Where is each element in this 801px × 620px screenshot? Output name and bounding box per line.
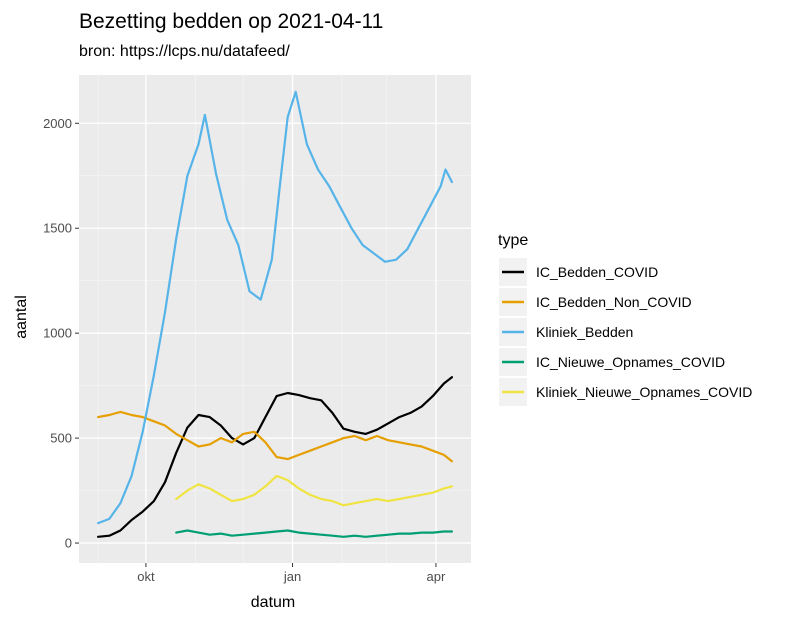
y-tick-label: 2000 xyxy=(43,116,72,131)
legend-label: IC_Nieuwe_Opnames_COVID xyxy=(536,354,725,370)
legend-item: Kliniek_Bedden xyxy=(499,318,633,346)
plot-panel xyxy=(79,75,471,563)
legend-item: IC_Nieuwe_Opnames_COVID xyxy=(499,348,725,376)
legend-label: Kliniek_Nieuwe_Opnames_COVID xyxy=(536,384,752,400)
legend-item: IC_Bedden_Non_COVID xyxy=(499,288,692,316)
legend: type IC_Bedden_COVID IC_Bedden_Non_COVID K… xyxy=(497,232,787,406)
legend-item: Kliniek_Nieuwe_Opnames_COVID xyxy=(499,378,752,406)
y-axis: 0 500 1000 1500 2000 xyxy=(43,116,79,551)
legend-label: IC_Bedden_COVID xyxy=(536,264,658,280)
series-line-ic-bedden-covid xyxy=(96,376,453,538)
x-axis-title: datum xyxy=(251,594,295,611)
mouse-cursor-icon xyxy=(0,0,14,12)
legend-label: Kliniek_Bedden xyxy=(536,324,633,340)
panel-background xyxy=(79,75,471,563)
y-tick-label: 0 xyxy=(65,536,72,551)
x-tick-label: jan xyxy=(283,569,301,584)
x-tick-label: okt xyxy=(137,569,155,584)
y-tick-label: 500 xyxy=(50,431,72,446)
x-axis: okt jan apr xyxy=(137,563,446,584)
legend-item: IC_Bedden_COVID xyxy=(499,258,658,286)
y-tick-label: 1500 xyxy=(43,221,72,236)
chart-subtitle: bron: https://lcps.nu/datafeed/ xyxy=(79,43,290,60)
y-axis-title: aantal xyxy=(13,295,30,339)
legend-label: IC_Bedden_Non_COVID xyxy=(536,294,692,310)
series-line-kliniek-bedden xyxy=(96,90,453,525)
chart-title: Bezetting bedden op 2021-04-11 xyxy=(79,10,383,33)
y-tick-label: 1000 xyxy=(43,326,72,341)
series-line-kliniek-nieuwe-opnames-covid xyxy=(175,474,453,507)
legend-title: type xyxy=(498,232,528,249)
series-line-ic-nieuwe-opnames-covid xyxy=(175,529,453,538)
series-line-ic-bedden-non-covid xyxy=(96,410,453,463)
x-tick-label: apr xyxy=(427,569,446,584)
